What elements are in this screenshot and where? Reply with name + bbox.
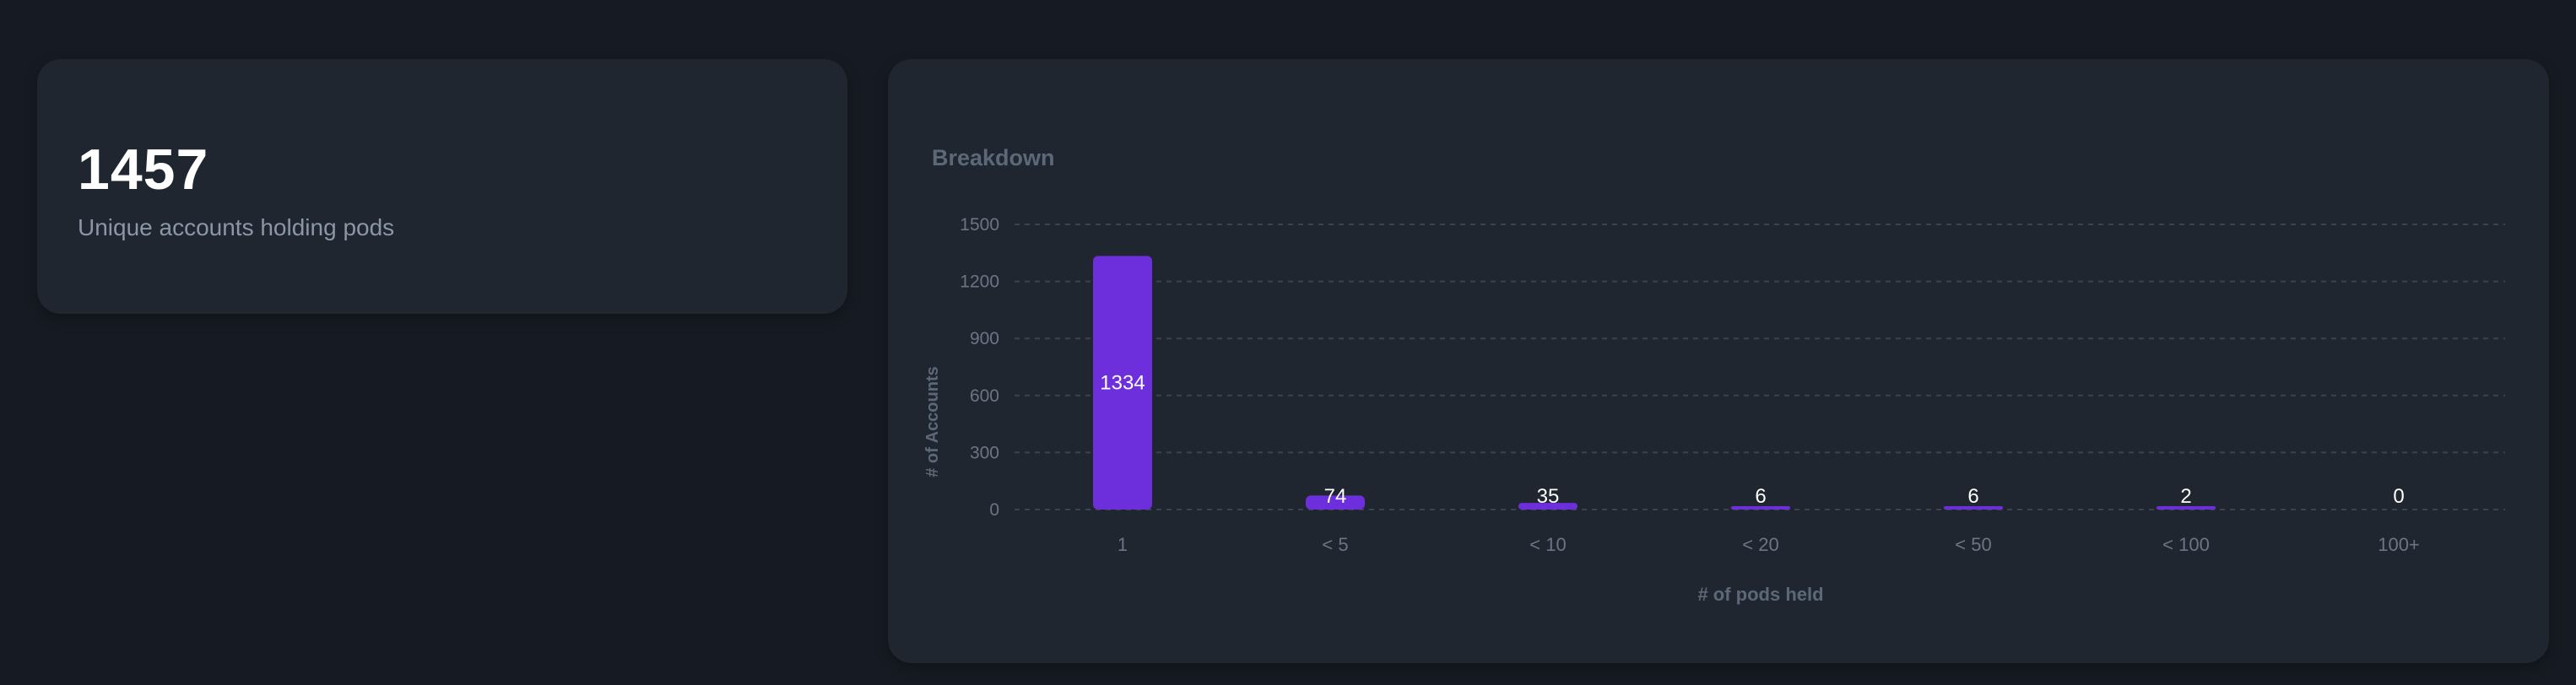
data-label: 6 (1755, 485, 1766, 508)
y-tick-label: 0 (989, 500, 999, 520)
chart-card: Breakdown 0 300 600 900 1200 1500 1334 74 35 6 6 2… (888, 59, 2549, 663)
bar-1[interactable] (1306, 495, 1365, 510)
bar-4[interactable] (1944, 506, 2003, 510)
stat-card: 1457 Unique accounts holding pods (37, 59, 847, 314)
data-label: 35 (1537, 485, 1560, 508)
stat-label: Unique accounts holding pods (78, 214, 395, 240)
x-tick-label: 100+ (2378, 534, 2420, 555)
bar-chart: 0 300 600 900 1200 1500 1334 74 35 6 6 2 0 1 < 5 < 10… (923, 215, 2505, 605)
y-tick-label: 600 (970, 386, 999, 406)
x-tick-label: < 20 (1742, 534, 1778, 555)
data-label: 0 (2393, 485, 2404, 508)
bar-0[interactable] (1093, 256, 1152, 510)
data-label: 2 (2180, 485, 2191, 508)
x-tick-label: < 50 (1955, 534, 1991, 555)
y-axis-title: # of Accounts (923, 366, 942, 477)
bars (1093, 256, 2216, 510)
bar-2[interactable] (1518, 503, 1578, 510)
x-tick-label: 1 (1118, 534, 1128, 555)
x-axis-title: # of pods held (1697, 584, 1823, 605)
y-tick-labels: 0 300 600 900 1200 1500 (960, 215, 999, 520)
chart-title: Breakdown (932, 145, 1055, 170)
x-tick-label: < 5 (1322, 534, 1348, 555)
grid-lines (1015, 224, 2505, 510)
data-label: 74 (1324, 485, 1347, 508)
data-labels: 1334 74 35 6 6 2 0 (1100, 372, 2404, 508)
x-tick-label: < 100 (2162, 534, 2210, 555)
bar-3[interactable] (1731, 506, 1790, 510)
bar-5[interactable] (2157, 506, 2216, 510)
data-label: 6 (1967, 485, 1978, 508)
x-tick-label: < 10 (1529, 534, 1566, 555)
stat-value: 1457 (78, 138, 209, 202)
y-tick-label: 300 (970, 443, 999, 462)
x-tick-labels: 1 < 5 < 10 < 20 < 50 < 100 100+ (1118, 534, 2420, 555)
data-label: 1334 (1100, 372, 1145, 395)
y-tick-label: 1500 (960, 215, 999, 235)
y-tick-label: 900 (970, 329, 999, 348)
y-tick-label: 1200 (960, 272, 999, 292)
